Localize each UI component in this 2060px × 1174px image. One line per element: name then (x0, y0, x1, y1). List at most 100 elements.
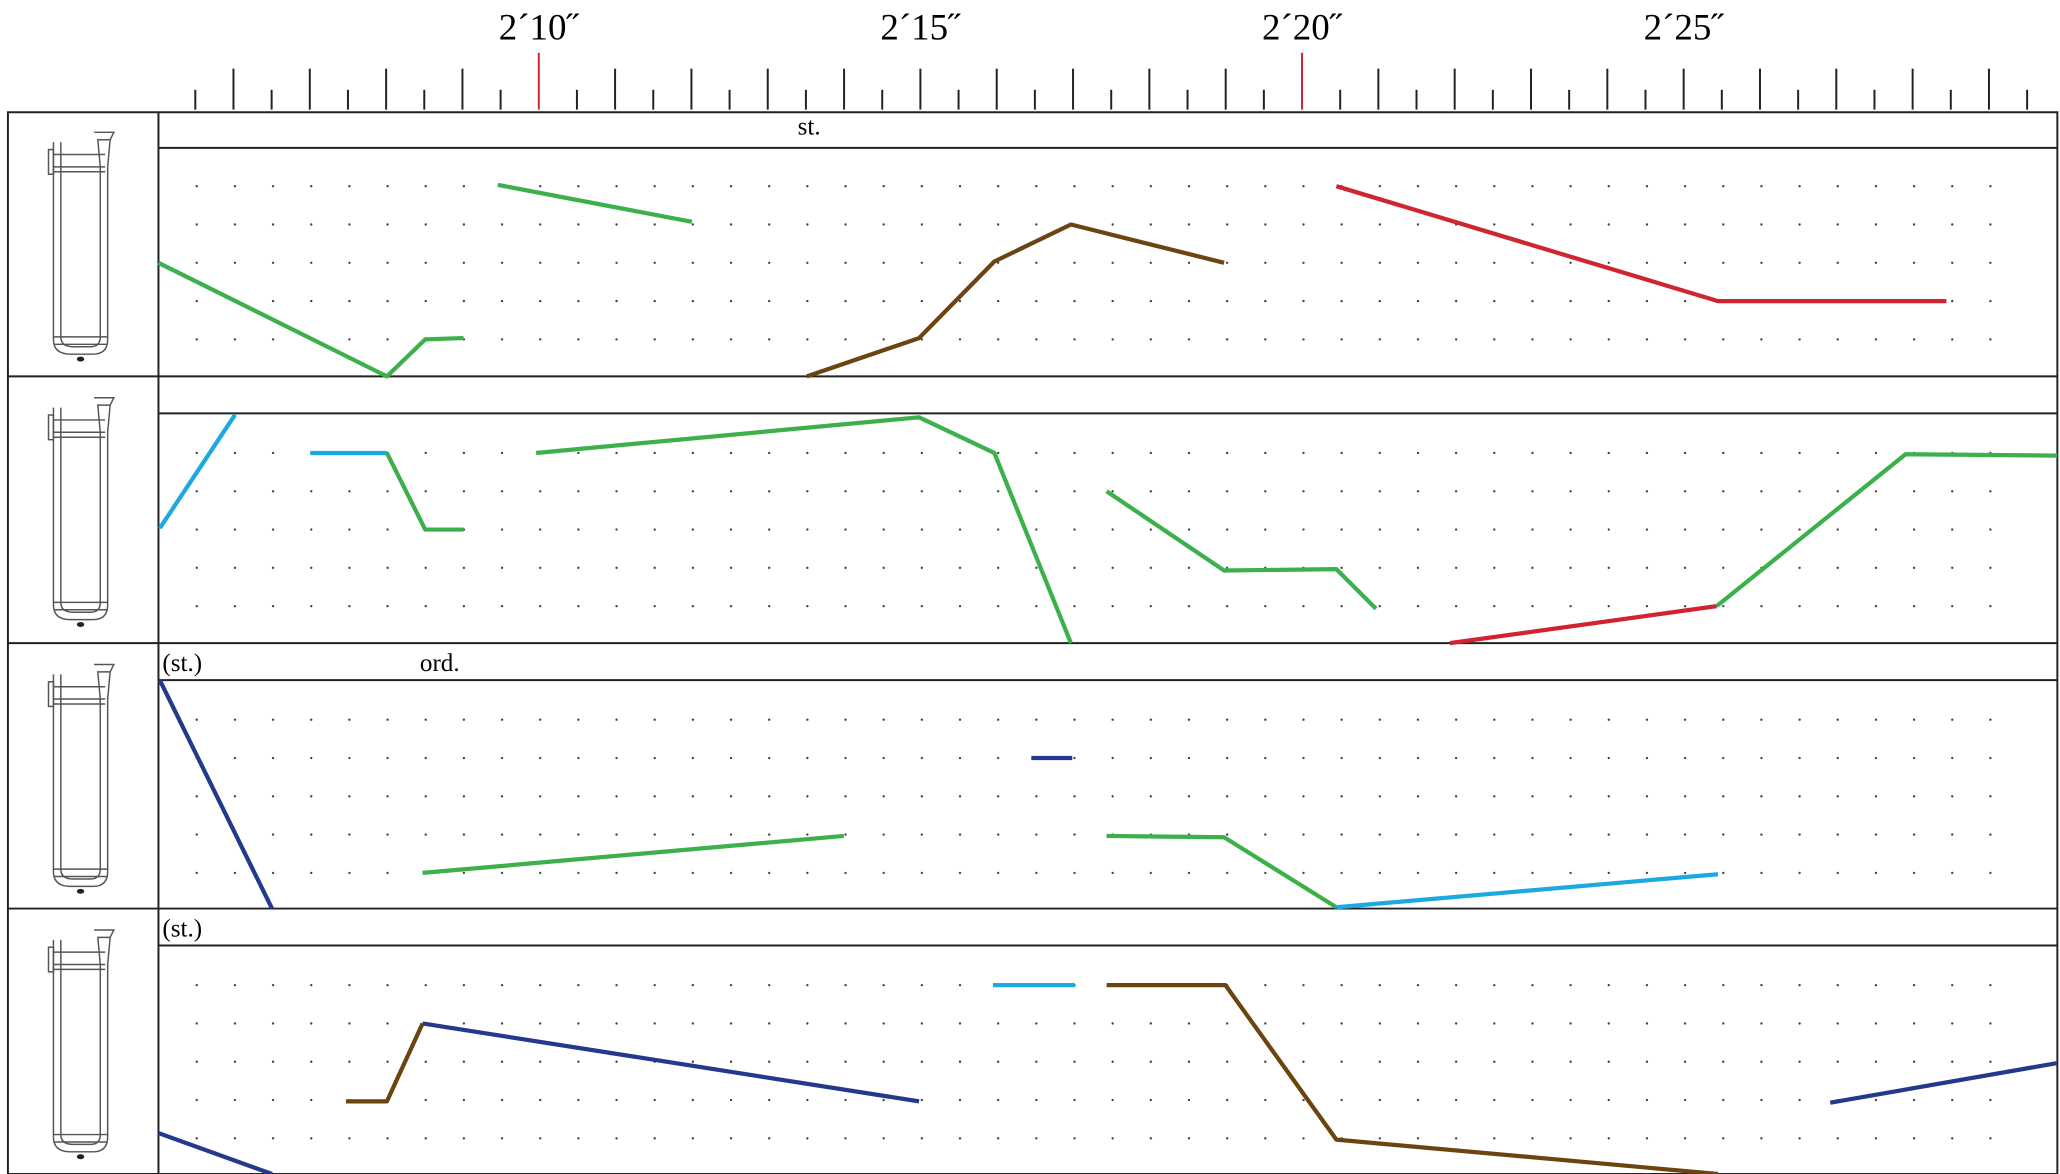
grid-dot (1645, 604, 1649, 608)
grid-dot (1454, 261, 1458, 264)
grid-dot (424, 1098, 427, 1102)
grid-dot (310, 566, 313, 570)
grid-dot (691, 299, 695, 303)
grid-dot (1111, 1098, 1114, 1102)
grid-dot (653, 299, 656, 303)
grid-dot (1225, 871, 1229, 875)
grid-dot (1493, 490, 1496, 493)
grid-dot (348, 1022, 351, 1025)
grid-dot (386, 1022, 389, 1025)
grid-dot (1225, 1098, 1229, 1102)
grid-dot (1607, 795, 1610, 798)
marking: st. (798, 114, 821, 141)
grid-dot (653, 833, 656, 836)
grid-dot (1607, 185, 1610, 188)
grid-dot (539, 299, 542, 303)
grid-dot (1607, 1098, 1610, 1102)
grid-dot (1378, 833, 1381, 836)
grid-dot (1035, 604, 1038, 608)
grid-dot (691, 338, 695, 341)
grid-dot (1340, 983, 1343, 987)
grid-dot (1302, 833, 1305, 836)
grid-dot (1531, 528, 1534, 531)
grid-dot (500, 338, 504, 341)
grid-dot (1264, 490, 1267, 493)
grid-dot (1264, 185, 1267, 188)
grid-dot (1722, 833, 1725, 836)
grid-dot (1454, 833, 1458, 836)
grid-dot (462, 299, 466, 303)
grid-dot (1722, 983, 1725, 987)
grid-dot (1149, 338, 1153, 341)
grid-dot (691, 566, 695, 570)
grid-dot (539, 338, 542, 341)
grid-dot (1035, 223, 1038, 226)
grid-dot (1302, 528, 1305, 531)
grid-dot (1683, 871, 1687, 875)
grid-dot (729, 1022, 733, 1025)
grid-dot (1645, 566, 1649, 570)
grid-dot (1951, 223, 1954, 226)
grid-dot (958, 185, 962, 188)
grid-dot (271, 1022, 275, 1025)
grid-dot (1416, 833, 1420, 836)
grid-dot (1607, 451, 1610, 455)
grid-dot (1073, 871, 1076, 875)
grid-dot (1149, 1137, 1153, 1140)
grid-dot (424, 451, 427, 455)
grid-dot (462, 795, 466, 798)
grid-dot (1493, 451, 1496, 455)
grid-dot (1454, 718, 1458, 721)
grid-dot (882, 833, 885, 836)
grid-dot (1760, 338, 1763, 341)
grid-dot (920, 833, 924, 836)
grid-dot (615, 718, 618, 721)
grid-dot (462, 1022, 466, 1025)
grid-dot (195, 1060, 198, 1063)
grid-dot (539, 1060, 542, 1063)
grid-dot (195, 185, 198, 188)
grid-dot (1340, 795, 1343, 798)
grid-dot (195, 223, 198, 226)
grid-dot (1073, 528, 1076, 531)
grid-dot (996, 528, 1000, 531)
grid-dot (1683, 1137, 1687, 1140)
grid-dot (233, 338, 237, 341)
grid-dot (1416, 223, 1420, 226)
grid-dot (996, 1137, 1000, 1140)
grid-dot (1111, 490, 1114, 493)
grid-dot (271, 871, 275, 875)
grid-dot (577, 983, 580, 987)
grid-dot (1836, 833, 1839, 836)
grid-dot (1989, 490, 1992, 493)
grid-dot (806, 604, 809, 608)
grid-dot (577, 718, 580, 721)
grid-dot (1989, 1098, 1992, 1102)
grid-dot (1035, 566, 1038, 570)
grid-dot (882, 528, 885, 531)
grid-dot (195, 1137, 198, 1140)
grid-dot (1378, 490, 1381, 493)
grid-dot (1645, 185, 1649, 188)
grid-dot (462, 261, 466, 264)
grid-dot (768, 1137, 771, 1140)
grid-dot (1722, 795, 1725, 798)
grid-dot (882, 1098, 885, 1102)
grid-dot (844, 490, 847, 493)
grid-dot (1836, 451, 1839, 455)
grid-dot (1378, 451, 1381, 455)
grid-dot (1531, 983, 1534, 987)
grid-dot (1225, 261, 1229, 264)
grid-dot (1645, 871, 1649, 875)
grid-dot (424, 299, 427, 303)
grid-dot (1111, 756, 1114, 760)
grid-dot (1493, 795, 1496, 798)
grid-dot (806, 1060, 809, 1063)
grid-dot (1607, 490, 1610, 493)
grid-dot (271, 223, 275, 226)
grid-dot (1187, 299, 1191, 303)
grid-dot (1340, 1060, 1343, 1063)
grid-dot (577, 1137, 580, 1140)
grid-dot (1073, 1098, 1076, 1102)
grid-dot (691, 1137, 695, 1140)
